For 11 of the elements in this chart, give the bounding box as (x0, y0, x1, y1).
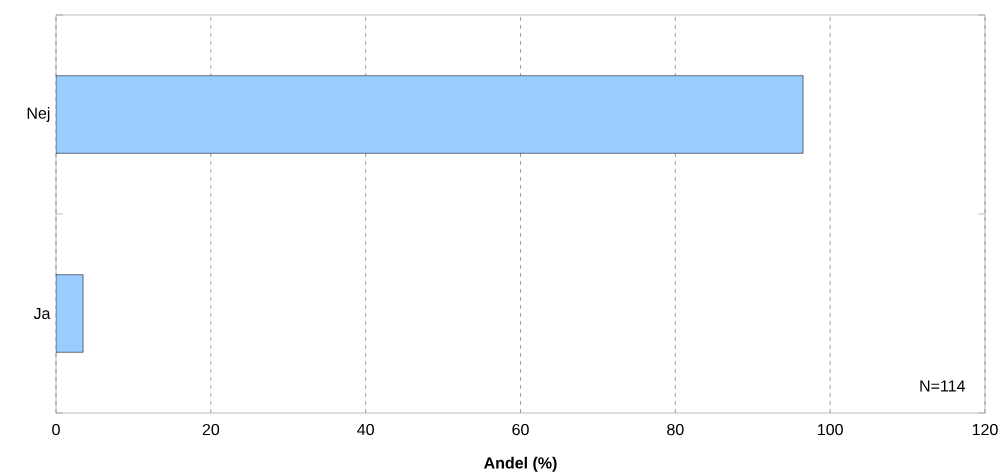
x-tick-label: 20 (202, 423, 220, 436)
x-tick-label: 120 (972, 423, 998, 436)
x-tick-label: 80 (667, 423, 684, 436)
annotation: N=114 (920, 380, 965, 392)
x-tick-label: 40 (357, 423, 374, 436)
x-tick-label: 60 (512, 423, 529, 436)
y-tick-label: Nej (27, 107, 50, 122)
x-axis-title: Andel (%) (484, 456, 557, 472)
y-tick-label: Ja (33, 307, 51, 320)
x-tick-label: 100 (818, 423, 843, 436)
x-tick-label: 0 (52, 423, 60, 436)
